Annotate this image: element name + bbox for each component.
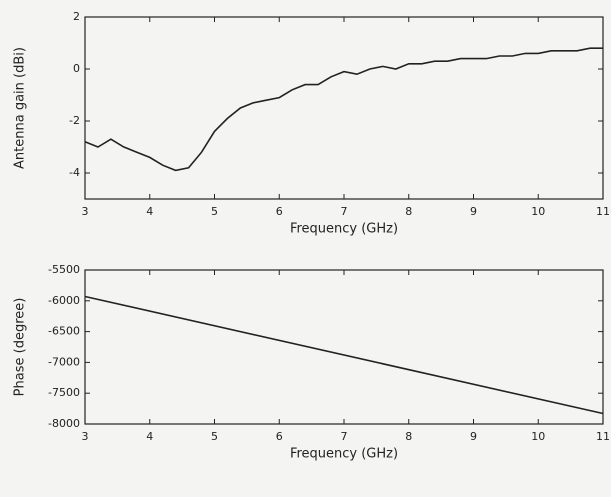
x-tick-label: 3 — [82, 430, 89, 443]
y-axis-label: Antenna gain (dBi) — [13, 47, 28, 169]
x-tick-label: 9 — [470, 205, 477, 218]
data-line — [84, 47, 603, 172]
x-axis-label: Frequency (GHz) — [290, 222, 398, 237]
y-tick-label: -6500 — [48, 325, 80, 338]
plot-frame — [84, 269, 604, 425]
x-axis-label: Frequency (GHz) — [290, 447, 398, 462]
x-tick-label: 4 — [146, 205, 153, 218]
x-tick-label: 8 — [405, 205, 412, 218]
y-tick-label: 2 — [73, 10, 80, 23]
x-tick-label: 6 — [276, 205, 283, 218]
x-tick-label: 4 — [146, 430, 153, 443]
x-tick-label: 7 — [341, 205, 348, 218]
data-line — [84, 295, 604, 415]
y-tick-label: -4 — [69, 166, 80, 179]
y-tick-label: -7500 — [48, 386, 80, 399]
plot-frame — [84, 16, 604, 200]
x-tick-label: 6 — [276, 430, 283, 443]
y-tick-label: -6000 — [48, 294, 80, 307]
y-tick-label: -8000 — [48, 417, 80, 430]
x-tick-label: 11 — [596, 430, 610, 443]
y-tick-label: -2 — [69, 114, 80, 127]
y-tick-label: -5500 — [48, 263, 80, 276]
x-tick-label: 7 — [341, 430, 348, 443]
x-tick-label: 11 — [596, 205, 610, 218]
x-tick-label: 5 — [211, 205, 218, 218]
x-tick-label: 8 — [405, 430, 412, 443]
y-tick-label: 0 — [73, 62, 80, 75]
x-tick-label: 3 — [82, 205, 89, 218]
y-tick-label: -7000 — [48, 355, 80, 368]
x-tick-label: 5 — [211, 430, 218, 443]
y-axis-label: Phase (degree) — [13, 298, 28, 397]
x-tick-label: 10 — [531, 430, 545, 443]
x-tick-label: 10 — [531, 205, 545, 218]
x-tick-label: 9 — [470, 430, 477, 443]
